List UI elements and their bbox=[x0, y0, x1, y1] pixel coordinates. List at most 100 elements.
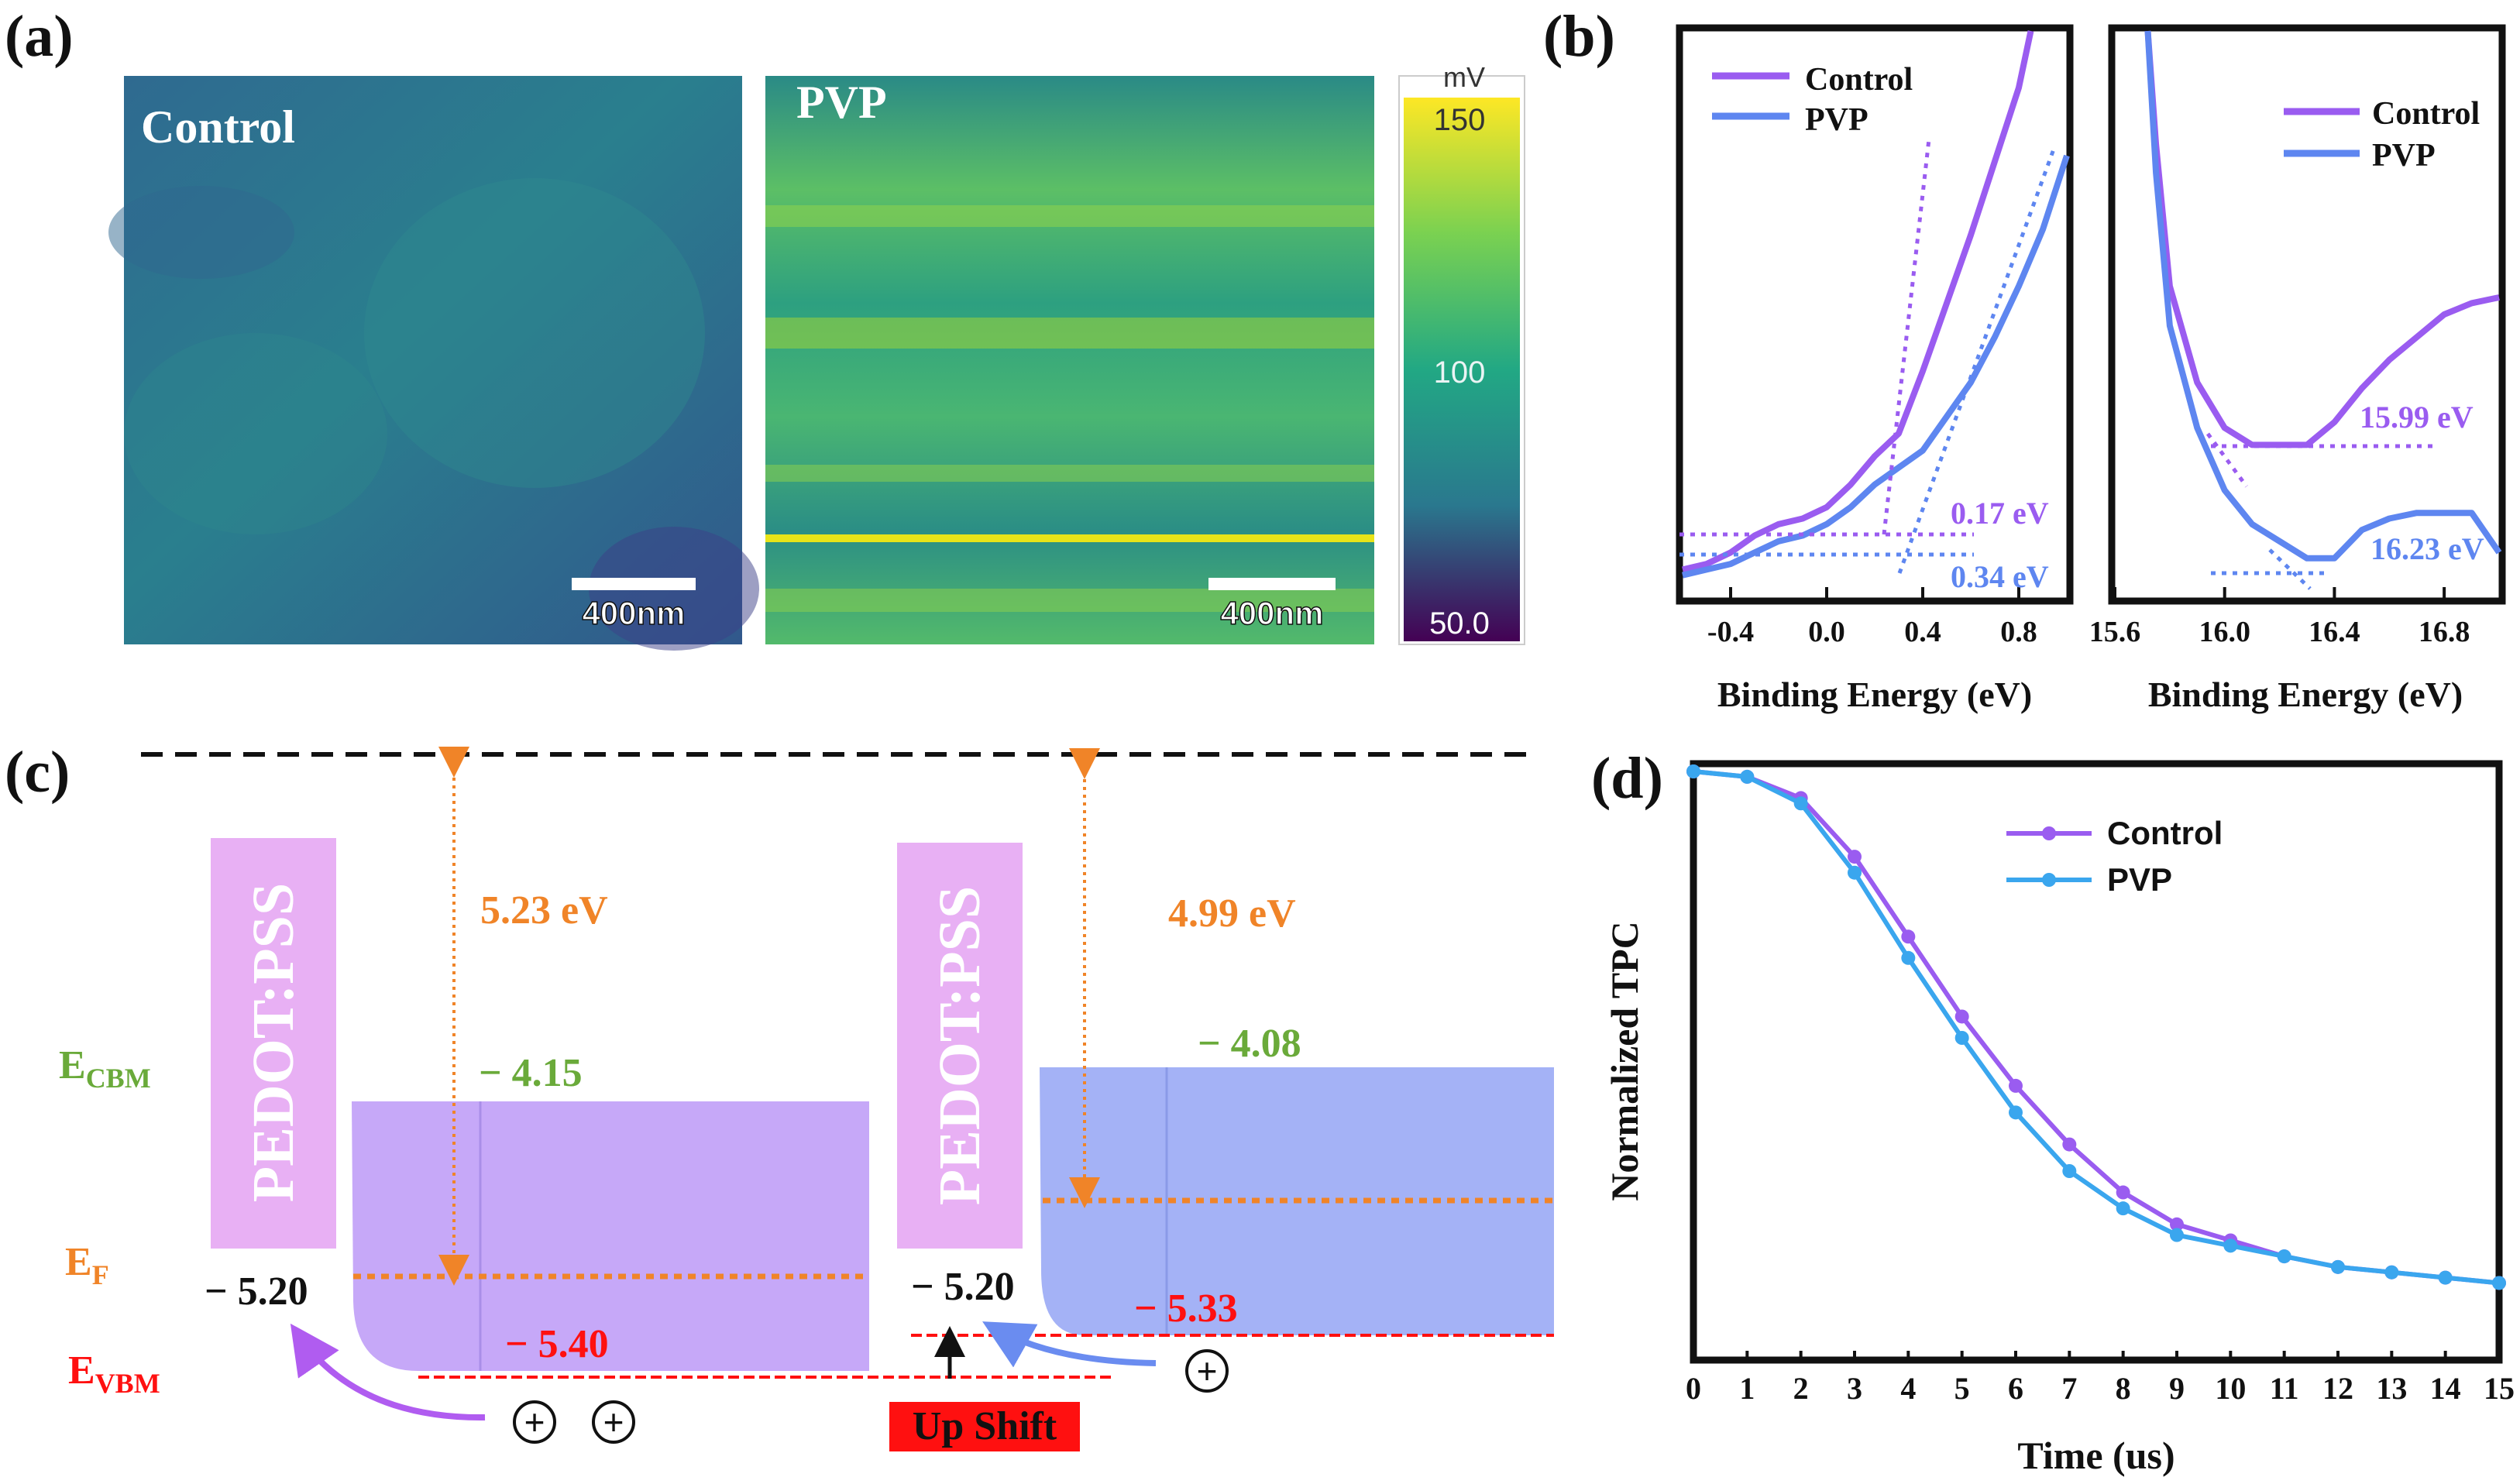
colorbar-tick-low: 50.0 bbox=[1429, 606, 1490, 641]
control-scalebar-label: 400nm bbox=[582, 595, 685, 631]
panel-b-left-tick-label: -0.4 bbox=[1707, 616, 1754, 648]
panel-c: (c) PEDOT:PSS PEDOT:PSS 5.23 eV 4.99 eV … bbox=[5, 740, 1554, 1451]
panel-b-right-tick-label: 15.6 bbox=[2089, 616, 2141, 648]
panel-b-left-annot-control: 0.17 eV bbox=[1951, 496, 2049, 531]
panel-d-tick-label: 13 bbox=[2376, 1371, 2407, 1406]
panel-d-point-control bbox=[2116, 1185, 2130, 1200]
panel-a: (a) Control 400nm PVP 400nm mV bbox=[5, 4, 1525, 651]
panel-d: (d) 0 1 2 3 4 5 6 7 8 9 10 11 12 13 14 15 Control PVP T… bbox=[1591, 746, 2515, 1477]
panel-b-left-tick-label: 0.8 bbox=[2000, 616, 2037, 648]
panel-d-point-control bbox=[2062, 1137, 2077, 1152]
colorbar-unit: mV bbox=[1443, 61, 1485, 93]
panel-d-tick-label: 8 bbox=[2116, 1371, 2131, 1406]
panel-b-left-plot: -0.4 0.0 0.4 0.8 0.17 eV 0.34 eV Control PV… bbox=[1676, 24, 2074, 714]
panel-b-label: (b) bbox=[1543, 4, 1615, 69]
panel-d-legend-pvp: PVP bbox=[2107, 861, 2172, 898]
panel-d-label: (d) bbox=[1591, 746, 1663, 811]
pvp-kpfm-image: PVP 400nm bbox=[765, 76, 1374, 644]
panel-b-left-frame bbox=[1676, 24, 2074, 605]
panel-d-point-pvp bbox=[1954, 1031, 1969, 1045]
panel-d-tick-label: 0 bbox=[1686, 1371, 1701, 1406]
pvp-pedot-label: PEDOT:PSS bbox=[927, 886, 992, 1205]
panel-d-ylabel: Normalized TPC bbox=[1603, 921, 1646, 1201]
panel-b-left-xlabel: Binding Energy (eV) bbox=[1717, 675, 2032, 714]
panel-d-tick-label: 14 bbox=[2430, 1371, 2461, 1406]
panel-d-tick-label: 12 bbox=[2322, 1371, 2353, 1406]
control-pedot-label: PEDOT:PSS bbox=[241, 883, 306, 1202]
panel-d-tick-label: 11 bbox=[2270, 1371, 2299, 1406]
panel-d-point-pvp bbox=[2009, 1105, 2023, 1120]
panel-d-tick-label: 9 bbox=[2169, 1371, 2185, 1406]
control-vbm-value: − 5.40 bbox=[505, 1322, 609, 1366]
pvp-image-title: PVP bbox=[796, 77, 887, 128]
panel-d-tick-label: 2 bbox=[1793, 1371, 1809, 1406]
panel-d-legend-control: Control bbox=[2107, 815, 2223, 851]
panel-b-right-frame bbox=[2108, 24, 2506, 605]
panel-d-point-pvp bbox=[1740, 769, 1755, 784]
control-hole-1: + bbox=[513, 1400, 556, 1444]
panel-d-tick-label: 4 bbox=[1900, 1371, 1916, 1406]
panel-d-point-pvp bbox=[2384, 1265, 2399, 1280]
panel-b-right-series-control bbox=[2144, 30, 2500, 448]
ecbm-label: ECBM bbox=[59, 1043, 151, 1094]
control-image-title: Control bbox=[141, 101, 295, 153]
panel-d-tick-label: 7 bbox=[2061, 1371, 2077, 1406]
pvp-pedot-value: − 5.20 bbox=[911, 1265, 1015, 1309]
panel-d-point-pvp bbox=[1848, 865, 1862, 880]
panel-d-point-pvp bbox=[2438, 1270, 2453, 1285]
colorbar-tick-high: 150 bbox=[1434, 103, 1486, 137]
panel-b-left-legend-pvp: PVP bbox=[1805, 102, 1869, 138]
panel-b-right-tick-label: 16.4 bbox=[2309, 616, 2360, 648]
svg-text:+: + bbox=[524, 1402, 545, 1442]
panel-d-point-control bbox=[1848, 850, 1862, 864]
control-cbm-value: − 4.15 bbox=[479, 1051, 583, 1095]
panel-b-right-tick-label: 16.0 bbox=[2199, 616, 2250, 648]
panel-d-point-pvp bbox=[2116, 1201, 2130, 1216]
pvp-cbm-value: − 4.08 bbox=[1198, 1022, 1301, 1066]
panel-d-point-control bbox=[1954, 1009, 1969, 1024]
panel-d-point-pvp bbox=[2062, 1164, 2077, 1178]
panel-b-right-tick-label: 16.8 bbox=[2419, 616, 2470, 648]
panel-d-tick-label: 3 bbox=[1847, 1371, 1862, 1406]
panel-b-right-xlabel: Binding Energy (eV) bbox=[2148, 675, 2463, 714]
panel-d-tick-label: 6 bbox=[2008, 1371, 2023, 1406]
pvp-hole: + bbox=[1185, 1349, 1229, 1393]
pvp-vbm-value: − 5.33 bbox=[1134, 1286, 1238, 1331]
ef-label: EF bbox=[65, 1240, 109, 1290]
panel-d-point-pvp bbox=[2223, 1238, 2238, 1253]
panel-d-point-pvp bbox=[2170, 1228, 2184, 1242]
svg-text:+: + bbox=[1197, 1351, 1218, 1391]
panel-d-tick-label: 10 bbox=[2215, 1371, 2246, 1406]
svg-text:+: + bbox=[603, 1402, 624, 1442]
panel-b-right-plot: 15.6 16.0 16.4 16.8 15.99 eV 16.23 eV Contr… bbox=[2089, 24, 2506, 714]
control-pedot-box bbox=[211, 838, 336, 1249]
pvp-scalebar-label: 400nm bbox=[1220, 595, 1323, 631]
control-pedot-value: − 5.20 bbox=[205, 1269, 308, 1314]
colorbar: mV 150 100 50.0 bbox=[1398, 61, 1525, 645]
colorbar-tick-mid: 100 bbox=[1434, 356, 1486, 390]
panel-b: (b) -0.4 0.0 0.4 0.8 0.17 eV 0.34 eV Contro… bbox=[1543, 4, 2506, 714]
panel-d-point-pvp bbox=[1686, 764, 1700, 778]
panel-b-left-series-control bbox=[1682, 30, 2034, 573]
panel-b-right-legend-pvp: PVP bbox=[2372, 138, 2436, 173]
panel-d-tick-label: 5 bbox=[1954, 1371, 1970, 1406]
panel-d-point-pvp bbox=[1901, 950, 1916, 965]
upshift-label: Up Shift bbox=[913, 1404, 1057, 1448]
panel-d-series-pvp bbox=[1693, 769, 2500, 1286]
control-hole-2: + bbox=[592, 1400, 635, 1444]
panel-b-left-legend-control: Control bbox=[1805, 62, 1913, 98]
panel-d-xlabel: Time (us) bbox=[2017, 1434, 2174, 1477]
panel-d-series-control bbox=[1693, 769, 2500, 1286]
evbm-label: EVBM bbox=[68, 1348, 160, 1399]
control-kpfm-image: Control 400nm bbox=[108, 76, 759, 651]
panel-d-point-pvp bbox=[2331, 1259, 2345, 1274]
control-work-function: 5.23 eV bbox=[480, 888, 608, 933]
panel-d-point-control bbox=[1901, 929, 1916, 944]
panel-d-point-pvp bbox=[1793, 796, 1808, 811]
control-scalebar bbox=[572, 578, 696, 590]
panel-c-label: (c) bbox=[5, 740, 70, 805]
pvp-hole-arrow bbox=[982, 1321, 1157, 1368]
panel-b-right-annot-pvp: 16.23 eV bbox=[2370, 531, 2484, 566]
pvp-work-function: 4.99 eV bbox=[1168, 891, 1296, 936]
